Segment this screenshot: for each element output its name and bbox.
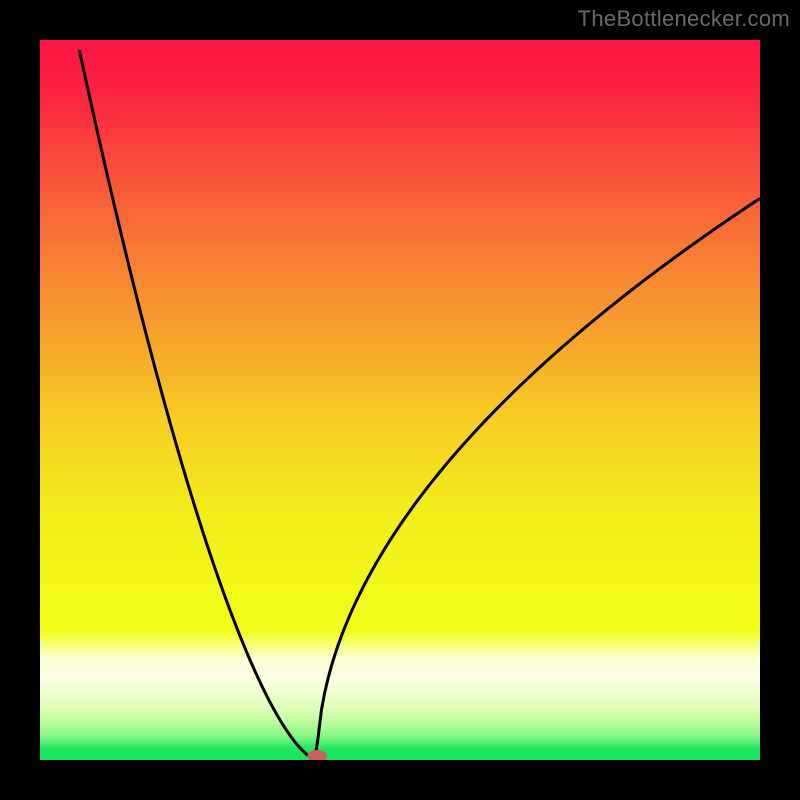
plot-area — [40, 40, 760, 760]
gradient-background — [40, 40, 760, 760]
plot-svg — [40, 40, 760, 760]
watermark-text: TheBottlenecker.com — [578, 6, 790, 32]
chart-container: TheBottlenecker.com — [0, 0, 800, 800]
